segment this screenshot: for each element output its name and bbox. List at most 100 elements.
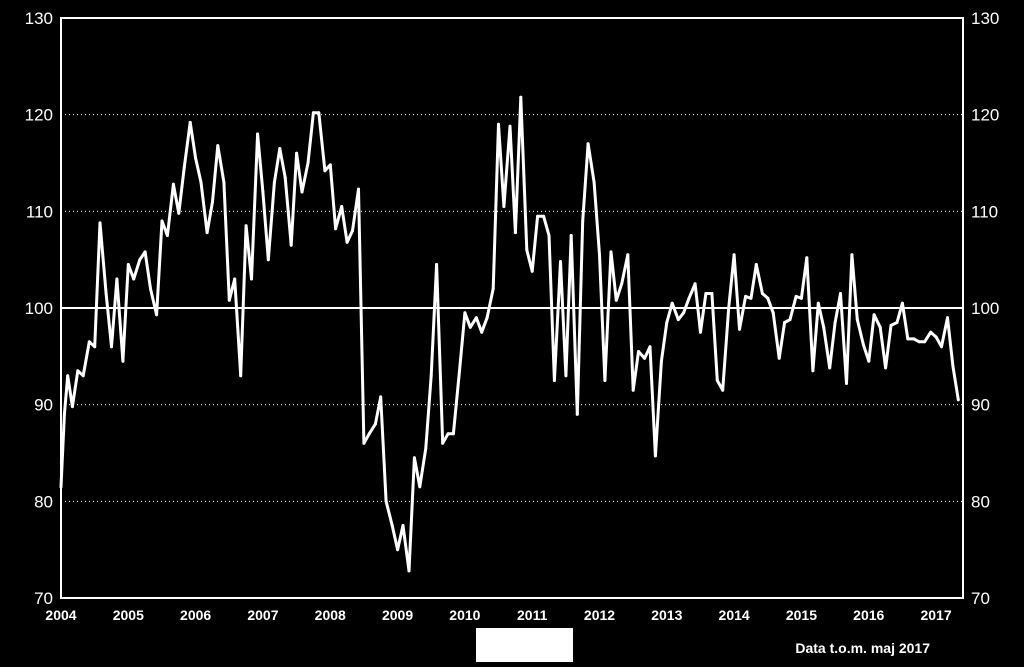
y-tick-right: 70 <box>971 589 990 608</box>
data-point <box>822 325 826 329</box>
data-point <box>390 524 394 527</box>
data-point <box>261 190 265 194</box>
data-point <box>845 381 848 385</box>
data-point <box>446 432 450 436</box>
data-point <box>138 258 142 262</box>
y-tick-left: 130 <box>25 9 53 28</box>
data-point <box>199 180 203 184</box>
y-tick-left: 110 <box>26 202 53 221</box>
data-point <box>256 132 260 136</box>
data-point <box>912 337 916 341</box>
data-point <box>373 422 377 426</box>
data-point <box>126 263 130 266</box>
data-point <box>451 432 455 436</box>
data-point <box>272 180 276 184</box>
data-point <box>519 95 523 99</box>
data-point <box>340 205 344 208</box>
data-point <box>889 323 893 327</box>
x-tick-label: 2007 <box>247 607 278 623</box>
y-tick-right: 110 <box>971 202 998 221</box>
y-tick-right: 80 <box>971 492 990 511</box>
data-point <box>940 345 943 349</box>
data-point <box>794 294 798 298</box>
data-point <box>816 301 820 305</box>
data-point <box>317 111 321 115</box>
y-tick-left: 90 <box>34 396 53 415</box>
data-point <box>738 327 741 331</box>
data-point <box>222 180 226 184</box>
series-line <box>59 95 960 573</box>
y-axis-right: 70 80 90 100 110 120 130 <box>971 9 999 608</box>
data-point <box>805 256 809 260</box>
data-point <box>850 253 854 257</box>
data-point <box>828 366 832 370</box>
data-point <box>872 313 876 317</box>
data-point <box>659 359 663 363</box>
data-point <box>861 343 865 347</box>
data-point <box>357 187 360 191</box>
data-point <box>211 200 214 204</box>
data-point <box>132 277 136 281</box>
x-axis: 2004 2005 2006 2007 2008 2009 2010 2011 2012 2013… <box>45 607 951 623</box>
data-point <box>704 292 708 295</box>
data-point <box>429 374 433 378</box>
x-tick-label: 2014 <box>719 607 750 623</box>
data-point <box>188 120 192 124</box>
x-tick-label: 2017 <box>920 607 951 623</box>
data-point <box>878 325 882 329</box>
data-point <box>182 166 186 170</box>
data-point <box>637 350 640 353</box>
data-point <box>665 321 669 324</box>
data-point <box>62 412 66 416</box>
data-point <box>693 282 697 286</box>
data-point <box>648 345 652 349</box>
data-point <box>799 296 803 300</box>
data-point <box>177 211 181 215</box>
data-point <box>227 298 231 302</box>
data-point <box>300 190 304 194</box>
x-tick-label: 2013 <box>651 607 682 623</box>
data-point <box>155 313 159 317</box>
data-point <box>525 248 529 252</box>
data-point <box>929 330 933 334</box>
x-tick-label: 2009 <box>382 607 413 623</box>
data-point <box>569 234 573 237</box>
data-point <box>311 111 315 115</box>
data-point <box>710 292 714 295</box>
data-point <box>771 311 775 315</box>
data-point <box>306 161 310 165</box>
data-point <box>143 250 147 254</box>
data-point <box>334 227 338 231</box>
data-point <box>379 395 383 399</box>
data-point <box>115 277 119 281</box>
data-point <box>216 144 220 148</box>
data-point <box>98 221 102 225</box>
data-point <box>547 234 551 237</box>
x-tick-label: 2006 <box>180 607 211 623</box>
data-point <box>564 374 568 378</box>
data-point <box>946 316 949 320</box>
data-point <box>250 277 253 281</box>
data-point <box>244 224 248 228</box>
data-point <box>620 282 624 286</box>
data-point <box>149 287 152 291</box>
data-point <box>283 176 287 179</box>
data-point <box>110 345 113 349</box>
data-point <box>951 364 955 368</box>
data-point <box>614 298 618 302</box>
y-tick-left: 80 <box>34 492 53 511</box>
data-point <box>603 379 607 382</box>
data-point <box>670 301 674 305</box>
data-point <box>233 277 237 281</box>
data-point <box>491 287 495 291</box>
legend-box <box>476 628 573 662</box>
data-point <box>788 318 792 322</box>
data-point <box>923 340 927 344</box>
data-point <box>87 340 91 344</box>
x-tick-label: 2005 <box>113 607 144 623</box>
data-point <box>586 142 590 146</box>
data-point <box>121 359 125 363</box>
data-point <box>643 356 647 360</box>
data-point <box>351 229 354 233</box>
